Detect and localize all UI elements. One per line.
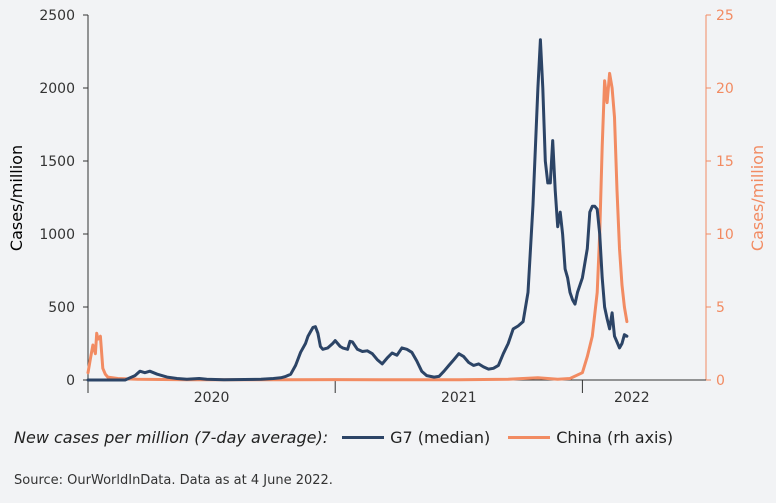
x-axis-ticks: 2020 2021 2022	[87, 380, 650, 406]
x-year-label: 2022	[614, 390, 650, 406]
left-axis-ticks: 0 500 1000 1500 2000 2500	[39, 8, 88, 389]
series-line-china	[86, 71, 629, 382]
legend-label-china: China (rh axis)	[556, 428, 674, 447]
source-note: Source: OurWorldInData. Data as at 4 Jun…	[14, 473, 333, 488]
legend-item-g7: G7 (median)	[342, 428, 490, 447]
right-tick-label: 15	[716, 154, 734, 170]
chart: 0 500 1000 1500 2000 2500 0 5 10 15 20 25 2020 2021…	[7, 8, 767, 406]
right-tick-label: 5	[716, 300, 725, 316]
x-year-label: 2021	[441, 390, 477, 406]
legend: New cases per million (7-day average): G…	[14, 428, 691, 447]
x-year-label: 2020	[194, 390, 230, 406]
right-tick-label: 10	[716, 227, 734, 243]
right-tick-label: 0	[716, 373, 725, 389]
left-tick-label: 0	[66, 373, 75, 389]
left-tick-label: 1500	[39, 154, 75, 170]
right-axis-label: Cases/million	[748, 145, 767, 251]
left-tick-label: 2500	[39, 8, 75, 24]
left-axis-label: Cases/million	[7, 145, 26, 251]
legend-swatch-g7	[342, 436, 385, 439]
legend-intro: New cases per million (7-day average):	[14, 428, 329, 447]
series-lines	[86, 38, 629, 382]
right-tick-label: 25	[716, 8, 734, 24]
legend-item-china: China (rh axis)	[508, 428, 673, 447]
legend-swatch-china	[508, 436, 551, 439]
left-tick-label: 500	[48, 300, 75, 316]
right-tick-label: 20	[716, 81, 734, 97]
series-line-g7	[86, 38, 629, 382]
right-axis-ticks: 0 5 10 15 20 25	[706, 8, 734, 389]
left-tick-label: 2000	[39, 81, 75, 97]
legend-label-g7: G7 (median)	[390, 428, 491, 447]
left-tick-label: 1000	[39, 227, 75, 243]
